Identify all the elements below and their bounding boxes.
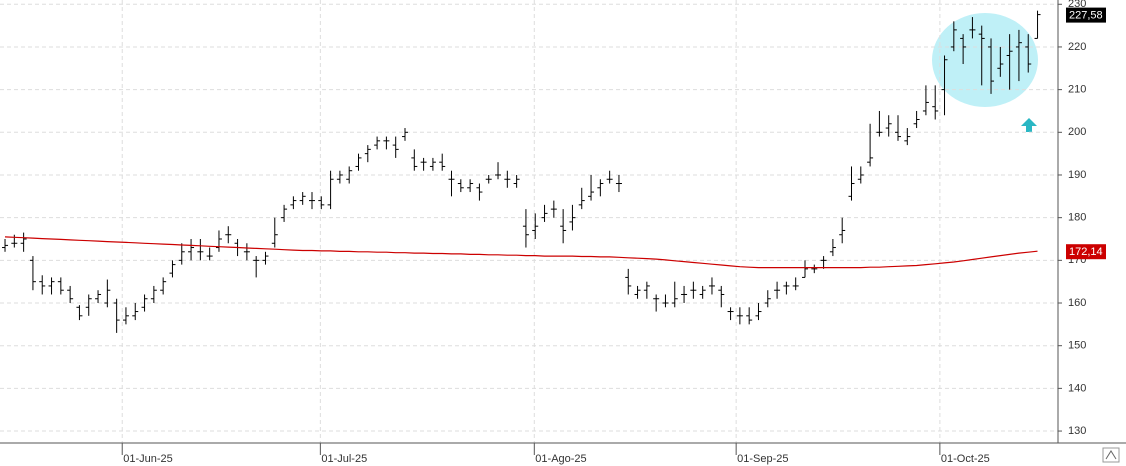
highlight-ellipse (932, 13, 1038, 107)
up-arrow (1021, 118, 1037, 132)
y-tick-label: 180 (1068, 212, 1086, 224)
marks: 227,58 172,14 (2, 7, 1106, 333)
corner-button[interactable] (1102, 447, 1120, 463)
grid: 13014015016017018019020021022023001-Jun-… (0, 0, 1086, 465)
value-label: 227,58 (1069, 10, 1103, 22)
y-tick-label: 140 (1068, 382, 1086, 394)
y-tick-label: 160 (1068, 297, 1086, 309)
value-label-box (1066, 244, 1106, 260)
y-tick-label: 200 (1068, 126, 1086, 138)
y-tick-label: 220 (1068, 41, 1086, 53)
y-tick-label: 190 (1068, 169, 1086, 181)
y-tick-label: 130 (1068, 425, 1086, 437)
y-tick-label: 210 (1068, 84, 1086, 96)
y-tick-label: 150 (1068, 340, 1086, 352)
x-tick-label: 01-Jul-25 (321, 453, 367, 465)
x-tick-label: 01-Ago-25 (535, 453, 586, 465)
x-tick-label: 01-Jun-25 (123, 453, 173, 465)
y-tick-label: 230 (1068, 0, 1086, 10)
x-tick-label: 01-Oct-25 (941, 453, 990, 465)
x-tick-label: 01-Sep-25 (737, 453, 788, 465)
value-label: 172,14 (1069, 246, 1103, 258)
moving-average (4, 236, 1038, 269)
corner-icon (1105, 450, 1117, 460)
value-label-box (1066, 7, 1106, 23)
